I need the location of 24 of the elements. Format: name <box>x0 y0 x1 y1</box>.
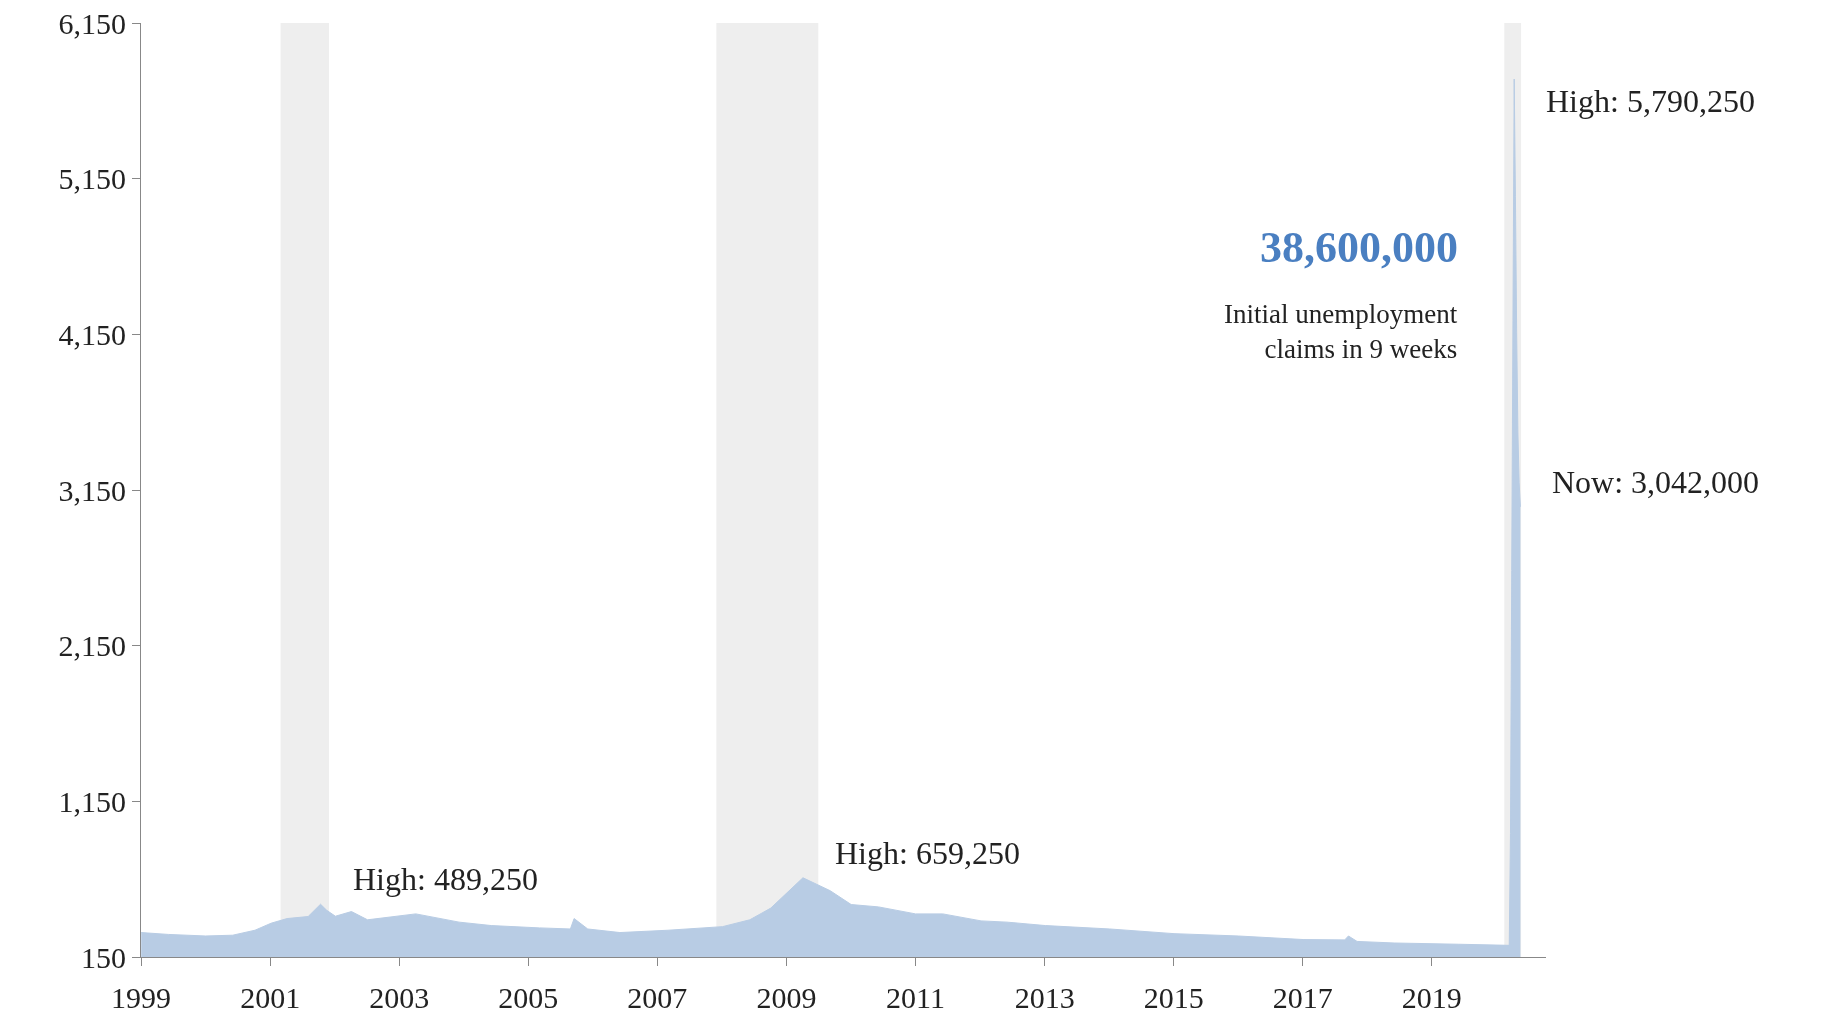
x-tick-label: 2019 <box>1401 981 1462 1014</box>
y-tick-label: 1,150 <box>58 784 126 818</box>
y-tick-label: 2,150 <box>58 629 126 663</box>
y-tick-label: 150 <box>81 940 126 974</box>
x-tick-label: 2017 <box>1272 981 1333 1014</box>
x-tick-label: 2009 <box>756 981 817 1014</box>
y-tick-label: 3,150 <box>58 473 126 507</box>
x-tick-label: 2003 <box>369 981 430 1014</box>
annotation: High: 5,790,250 <box>1546 83 1755 119</box>
x-tick-label: 2007 <box>627 981 688 1014</box>
annotation: High: 659,250 <box>835 835 1020 871</box>
annotation: Initial unemployment claims in 9 weeks <box>1224 299 1458 365</box>
x-tick-label: 2011 <box>886 981 945 1014</box>
x-tick-label: 2001 <box>240 981 301 1014</box>
y-tick-label: 5,150 <box>58 162 126 196</box>
x-tick-label: 2013 <box>1014 981 1075 1014</box>
y-tick-label: 6,150 <box>58 6 126 40</box>
annotation: Now: 3,042,000 <box>1552 464 1760 500</box>
annotation: High: 489,250 <box>353 861 538 897</box>
x-tick-label: 1999 <box>111 981 171 1014</box>
annotation: 38,600,000 <box>1260 223 1458 272</box>
y-tick-label: 4,150 <box>58 317 126 351</box>
x-tick-label: 2015 <box>1143 981 1204 1014</box>
x-tick-label: 2005 <box>498 981 559 1014</box>
